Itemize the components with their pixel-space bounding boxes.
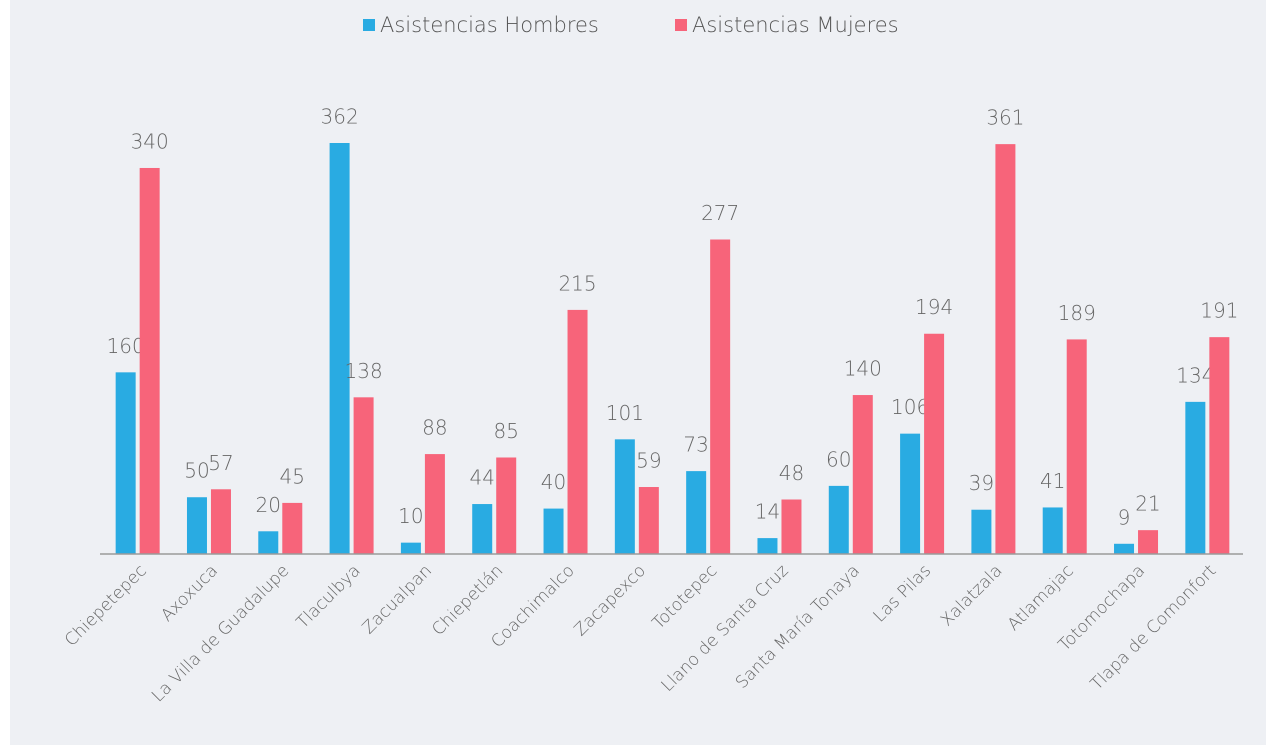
bar	[353, 397, 374, 554]
data-label: 277	[701, 201, 739, 225]
bar	[924, 333, 945, 554]
bar	[1185, 401, 1206, 554]
data-label: 106	[891, 395, 929, 419]
data-label: 45	[280, 464, 305, 488]
data-label: 44	[469, 466, 494, 490]
data-label: 50	[184, 459, 209, 483]
data-label: 88	[422, 416, 447, 440]
bar	[115, 372, 136, 554]
legend-label: Asistencias Hombres	[380, 13, 599, 37]
data-label: 40	[541, 470, 566, 494]
bar	[710, 239, 731, 554]
data-label: 101	[606, 401, 644, 425]
data-label: 39	[969, 471, 994, 495]
bar	[971, 509, 992, 554]
bar	[995, 144, 1016, 554]
bar	[1138, 530, 1159, 554]
legend-swatch	[675, 19, 687, 31]
data-label: 85	[493, 419, 518, 443]
bar	[210, 489, 231, 554]
data-label: 140	[844, 357, 882, 381]
bar	[852, 395, 873, 554]
data-label: 9	[1118, 505, 1131, 529]
bar	[496, 457, 517, 554]
data-label: 361	[986, 106, 1024, 130]
data-label: 60	[826, 447, 851, 471]
data-label: 191	[1200, 299, 1238, 323]
bar	[543, 508, 564, 554]
bar	[1114, 543, 1135, 554]
bar	[1066, 339, 1087, 554]
data-label: 362	[321, 105, 359, 129]
legend-label: Asistencias Mujeres	[692, 13, 899, 37]
bar	[400, 542, 421, 554]
legend-swatch	[363, 19, 375, 31]
data-label: 340	[131, 129, 169, 153]
data-label: 134	[1176, 363, 1214, 387]
data-label: 138	[345, 359, 383, 383]
data-label: 21	[1135, 492, 1160, 516]
data-label: 194	[915, 295, 953, 319]
bar	[638, 487, 659, 554]
bar	[1042, 507, 1063, 554]
data-label: 73	[683, 433, 708, 457]
bar	[614, 439, 635, 554]
bar	[828, 485, 849, 554]
data-label: 10	[398, 504, 423, 528]
data-label: 189	[1058, 301, 1096, 325]
bar	[781, 499, 802, 554]
data-label: 59	[636, 449, 661, 473]
bar	[1209, 337, 1230, 554]
bar	[424, 454, 445, 554]
bar	[139, 167, 160, 554]
bar	[757, 538, 778, 554]
data-label: 160	[107, 334, 145, 358]
bar	[472, 504, 493, 554]
chart-background	[10, 0, 1266, 745]
data-label: 48	[779, 461, 804, 485]
bar	[567, 309, 588, 554]
data-label: 215	[558, 271, 596, 295]
data-label: 41	[1040, 469, 1065, 493]
bar	[258, 531, 279, 554]
bar	[186, 497, 207, 554]
bar	[329, 143, 350, 554]
data-label: 20	[256, 493, 281, 517]
bar	[282, 502, 303, 554]
bar	[900, 433, 921, 554]
bar	[686, 471, 707, 554]
data-label: 57	[208, 451, 233, 475]
data-label: 14	[755, 500, 780, 524]
